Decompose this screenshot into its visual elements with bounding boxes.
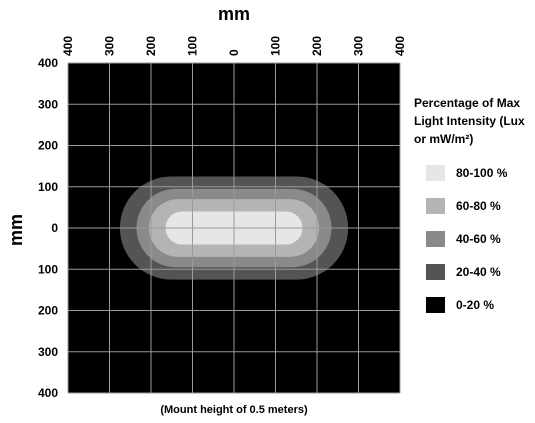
- x-tick-label: 300: [103, 36, 117, 56]
- y-tick-label: 0: [51, 221, 58, 235]
- legend-item: 60-80 %: [414, 195, 532, 217]
- legend-items: 80-100 % 60-80 % 40-60 % 20-40 % 0-20 %: [414, 162, 532, 316]
- x-tick-label: 100: [186, 36, 200, 56]
- x-axis-title: mm: [218, 4, 250, 24]
- x-tick-label: 300: [352, 36, 366, 56]
- legend-item: 80-100 %: [414, 162, 532, 184]
- y-tick-label: 200: [38, 139, 58, 153]
- legend-title: Percentage of Max Light Intensity (Lux o…: [414, 96, 525, 146]
- x-tick-label: 0: [227, 49, 241, 56]
- legend-item: 20-40 %: [414, 261, 532, 283]
- y-tick-label: 200: [38, 304, 58, 318]
- legend: Percentage of Max Light Intensity (Lux o…: [414, 94, 532, 327]
- y-tick-label: 100: [38, 262, 58, 276]
- y-tick-label: 400: [38, 56, 58, 70]
- y-tick-label: 300: [38, 97, 58, 111]
- legend-item: 40-60 %: [414, 228, 532, 250]
- x-tick-labels: 400 300 200 100 0 100 200 300 400: [61, 36, 407, 56]
- legend-swatch: [426, 264, 445, 280]
- x-tick-label: 400: [393, 36, 407, 56]
- x-tick-label: 200: [310, 36, 324, 56]
- legend-label: 40-60 %: [456, 232, 501, 246]
- y-tick-labels: 400 300 200 100 0 100 200 300 400: [38, 56, 58, 400]
- x-tick-label: 400: [61, 36, 75, 56]
- grid-lines: [67, 62, 401, 394]
- y-tick-label: 300: [38, 345, 58, 359]
- mount-height-note: (Mount height of 0.5 meters): [160, 404, 308, 416]
- legend-item: 0-20 %: [414, 294, 532, 316]
- y-tick-label: 100: [38, 180, 58, 194]
- legend-swatch: [426, 297, 445, 313]
- legend-label: 0-20 %: [456, 298, 495, 312]
- y-tick-label: 400: [38, 386, 58, 400]
- y-axis-title: mm: [6, 214, 26, 246]
- x-tick-label: 200: [144, 36, 158, 56]
- legend-swatch: [426, 198, 445, 214]
- legend-label: 80-100 %: [456, 166, 508, 180]
- x-tick-label: 100: [269, 36, 283, 56]
- legend-swatch: [426, 165, 445, 181]
- legend-label: 20-40 %: [456, 265, 501, 279]
- legend-label: 60-80 %: [456, 199, 501, 213]
- legend-swatch: [426, 231, 445, 247]
